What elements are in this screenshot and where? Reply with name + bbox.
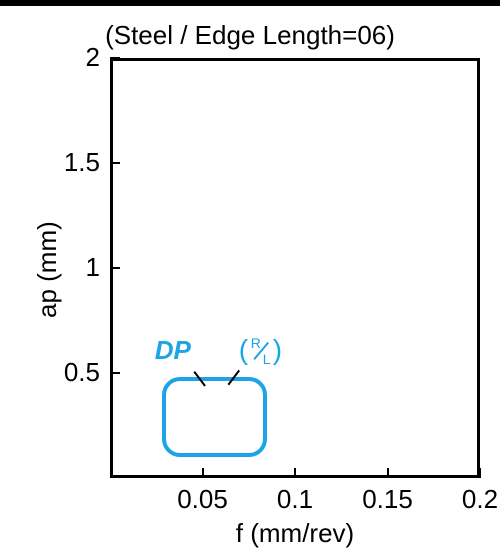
x-tick-label: 0.05: [163, 484, 243, 515]
y-tick: [110, 267, 120, 269]
y-tick: [110, 372, 120, 374]
x-tick: [479, 468, 481, 478]
y-tick: [110, 57, 120, 59]
y-tick-label: 2: [50, 42, 100, 73]
x-tick: [294, 468, 296, 478]
x-axis-label: f (mm/rev): [110, 518, 480, 549]
x-tick-label: 0.1: [255, 484, 335, 515]
region-label-sub: () RL: [239, 336, 299, 370]
region-label-main: DP: [155, 335, 191, 366]
y-tick-label: 0.5: [50, 357, 100, 388]
y-tick: [110, 162, 120, 164]
chart-frame: (Steel / Edge Length=06) ap (mm) f (mm/r…: [0, 0, 500, 552]
paren-left: (: [239, 336, 248, 364]
y-tick-label: 1.5: [50, 147, 100, 178]
top-rule: [0, 0, 500, 6]
region-label-sub-bottom: L: [263, 351, 271, 367]
x-tick: [202, 468, 204, 478]
paren-right: ): [273, 336, 282, 364]
x-tick-label: 0.2: [440, 484, 500, 515]
y-tick-label: 1: [50, 252, 100, 283]
x-tick: [387, 468, 389, 478]
x-tick-label: 0.15: [348, 484, 428, 515]
region-label-sub-top: R: [251, 335, 261, 351]
region-dp: [162, 377, 267, 457]
